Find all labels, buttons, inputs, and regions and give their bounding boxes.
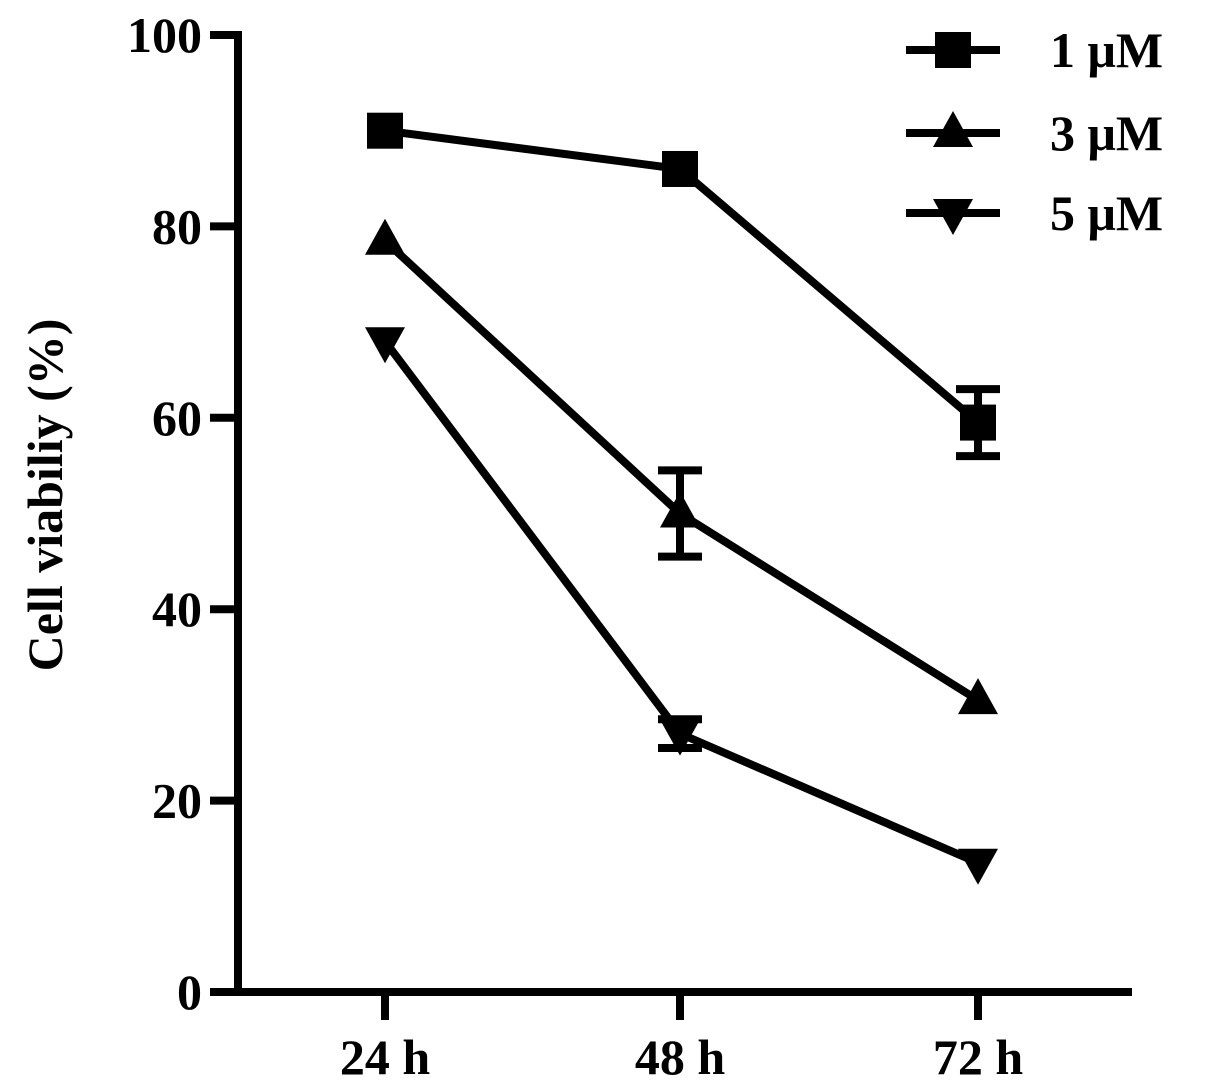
y-tick-label: 60	[152, 390, 202, 446]
series-1	[367, 112, 1000, 461]
legend-marker	[933, 199, 973, 235]
y-tick-label: 20	[152, 773, 202, 829]
y-tick-label: 40	[152, 581, 202, 637]
legend-item-3: 5 μM	[906, 185, 1163, 241]
y-ticks: 0 20 40 60 80 100	[127, 7, 238, 1020]
data-point	[660, 719, 700, 756]
series-line	[381, 338, 980, 867]
series-3	[365, 327, 998, 885]
y-tick-label: 100	[127, 7, 202, 63]
x-tick-label: 48 h	[635, 1029, 726, 1085]
data-point	[958, 678, 998, 715]
series-2	[365, 218, 998, 715]
series-group	[365, 112, 1000, 885]
y-tick-label: 0	[177, 964, 202, 1020]
data-point	[662, 150, 698, 187]
legend-item-2: 3 μM	[906, 105, 1163, 161]
y-tick-label: 80	[152, 198, 202, 254]
legend-marker	[933, 111, 973, 147]
data-point	[660, 491, 700, 528]
legend: 1 μM 3 μM 5 μM	[906, 22, 1163, 241]
data-point	[365, 327, 405, 364]
y-axis-title: Cell viabiliy (%)	[17, 319, 73, 672]
legend-item-1: 1 μM	[906, 22, 1163, 78]
x-tick-label: 24 h	[340, 1029, 431, 1085]
legend-label: 1 μM	[1050, 22, 1163, 78]
data-point	[958, 848, 998, 885]
data-point	[367, 112, 403, 149]
x-ticks: 24 h 48 h 72 h	[340, 992, 1024, 1085]
legend-label: 3 μM	[1050, 105, 1163, 161]
x-tick-label: 72 h	[933, 1029, 1024, 1085]
data-point	[960, 404, 996, 441]
legend-marker	[935, 32, 971, 68]
data-point	[365, 218, 405, 255]
legend-label: 5 μM	[1050, 185, 1163, 241]
